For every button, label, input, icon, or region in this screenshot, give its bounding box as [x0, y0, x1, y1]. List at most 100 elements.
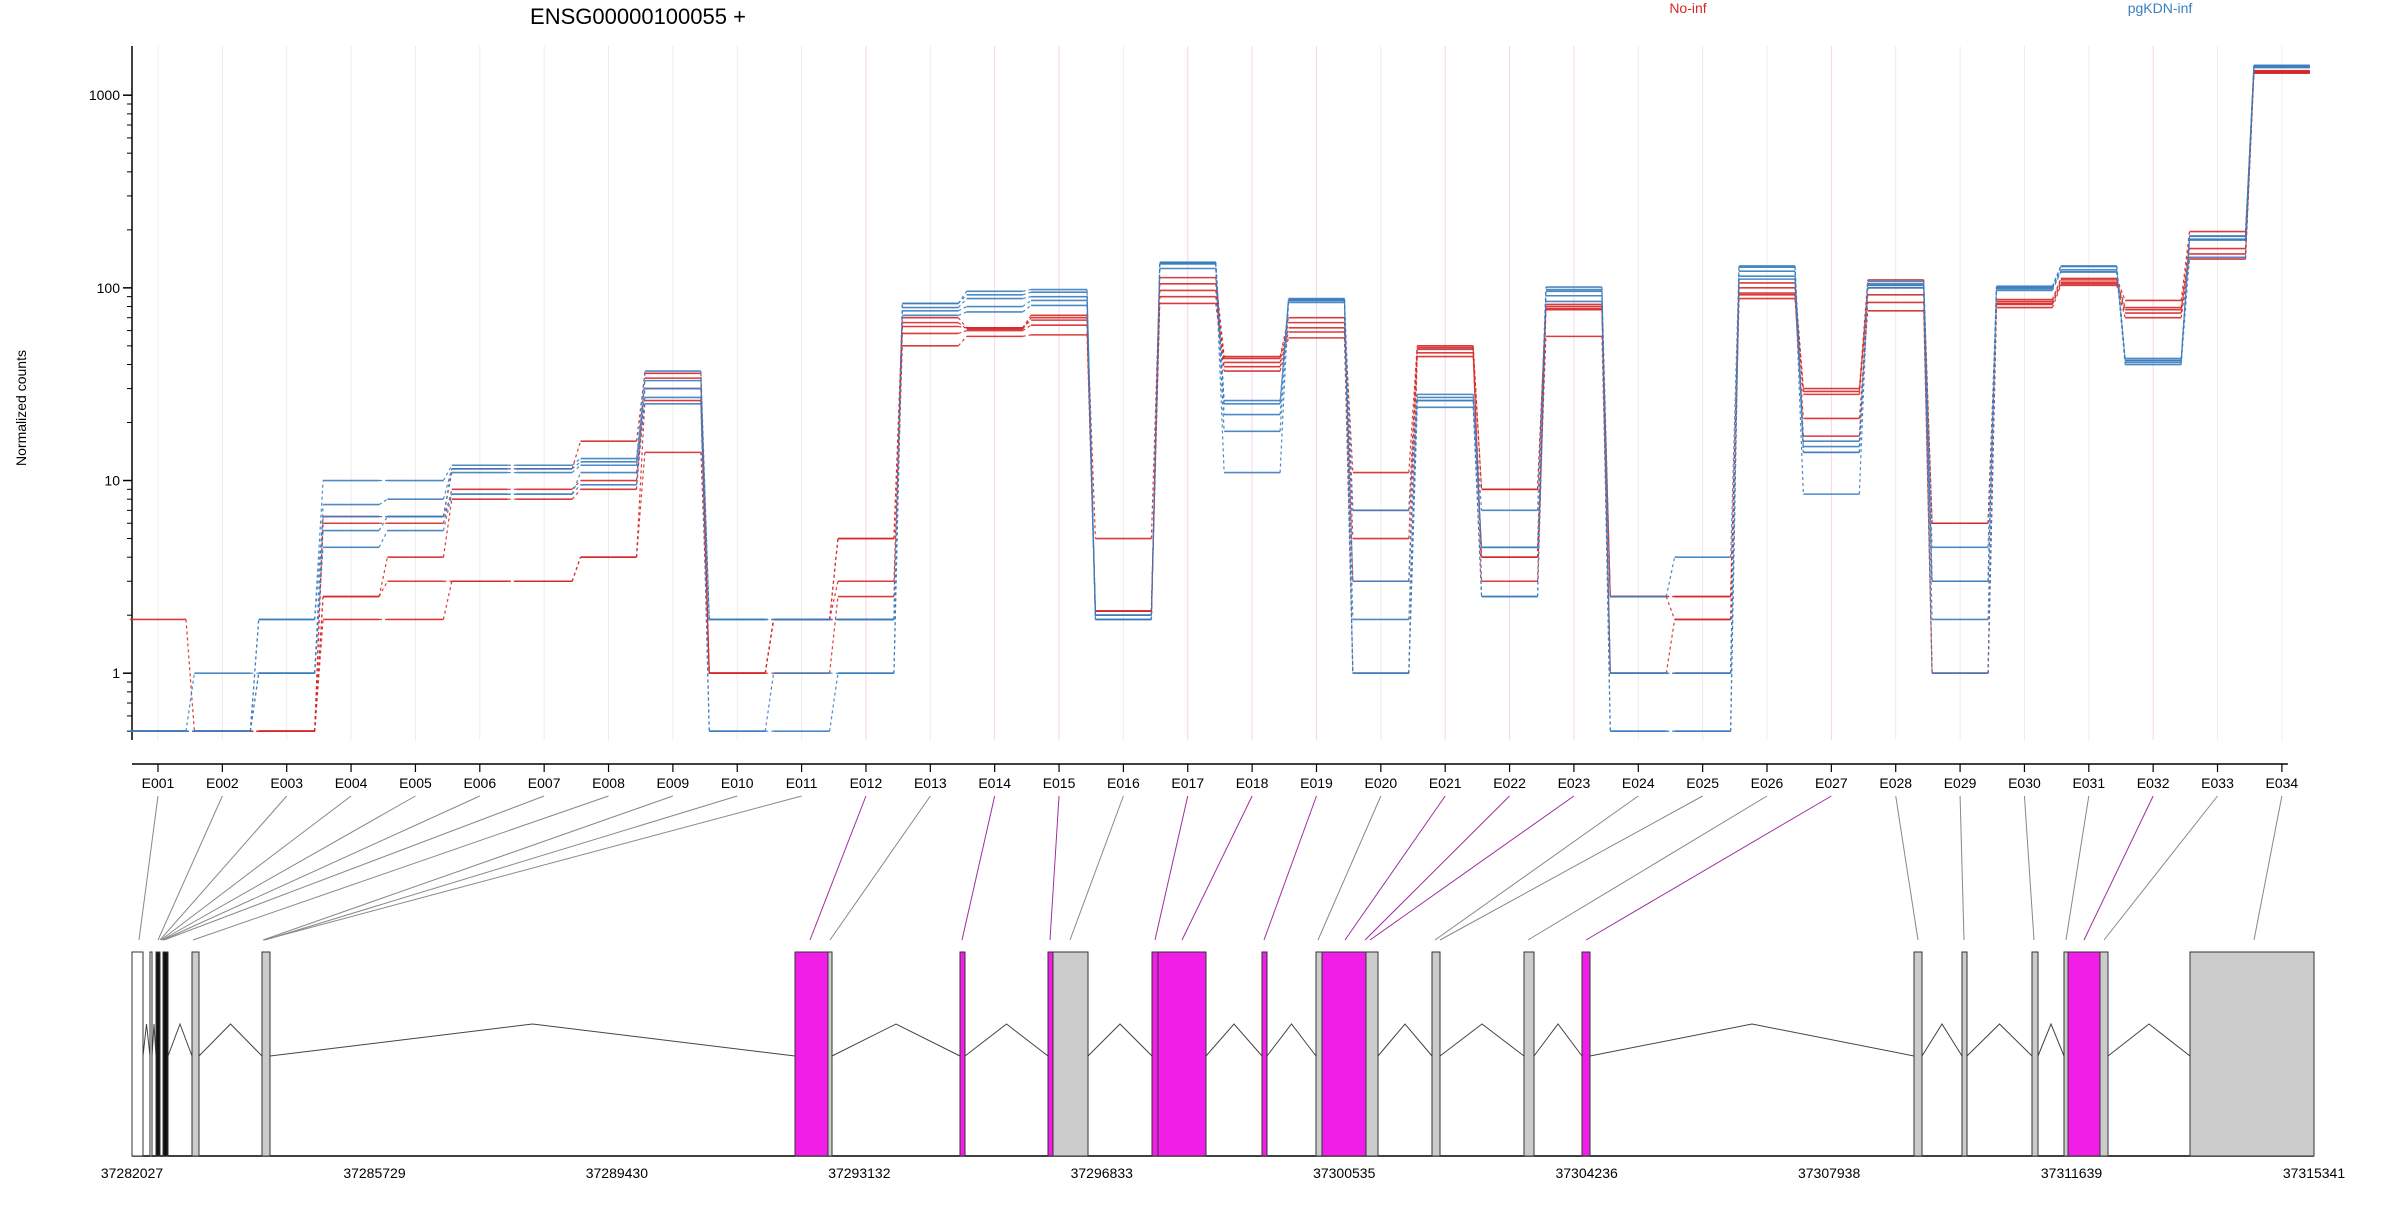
series-connector: [764, 673, 775, 732]
series-connector: [1730, 265, 1740, 558]
exon-connector-e020: [1317, 795, 1382, 941]
exon-connector-e009: [262, 795, 674, 941]
gene-model: 37282027 37285729 37289430 37293132 37296833…: [101, 951, 2346, 1181]
series-connector: [1408, 349, 1418, 539]
series-connector: [1665, 557, 1676, 597]
exon-connector-e011: [263, 795, 802, 941]
series-connector: [957, 317, 968, 329]
exon-connector-e008: [192, 795, 609, 941]
x-tick-label-e023: E023: [1558, 775, 1591, 791]
series-connector: [185, 673, 195, 732]
series-connector: [2116, 282, 2126, 310]
exon-block: [1261, 951, 1268, 1157]
series-connector: [1343, 302, 1354, 674]
x-tick-label-e032: E032: [2137, 775, 2170, 791]
series-connector: [314, 504, 324, 674]
x-tick-label-e013: E013: [914, 775, 947, 791]
series-connector: [1022, 291, 1032, 296]
series-connector: [1472, 400, 1483, 548]
series-connector: [1343, 337, 1354, 674]
series-connector: [1536, 289, 1547, 548]
exon-block: [1365, 951, 1379, 1157]
exon-block: [162, 951, 169, 1157]
series-connector: [2180, 248, 2191, 310]
series-connector: [442, 499, 453, 558]
genomic-position-label: 37315341: [2283, 1165, 2346, 1181]
series-connector: [958, 330, 967, 334]
intron-line: [1589, 1023, 1915, 1057]
series-connector: [1343, 298, 1354, 511]
exon-block: [1315, 951, 1323, 1157]
intron-line: [1921, 1023, 1963, 1057]
x-tick-label-e021: E021: [1429, 775, 1462, 791]
exon-connector-e031: [2065, 795, 2090, 941]
series-connector: [1601, 287, 1611, 597]
axes: 1 10 100 1000 E001 E002 E003 E004 E005 E006 E007 E0…: [89, 46, 2298, 791]
series-connector: [829, 673, 839, 732]
series-connector: [1923, 281, 1933, 548]
x-tick-label-e015: E015: [1043, 775, 1076, 791]
series-connector: [442, 581, 453, 620]
x-tick-label-e033: E033: [2201, 775, 2234, 791]
exon-block: [2067, 951, 2101, 1157]
series-connector: [1022, 334, 1032, 337]
exon-connector-e034: [2253, 795, 2283, 941]
series-connector: [1022, 299, 1032, 308]
series-pgkdn-inf-8: [130, 65, 2310, 732]
exon-connector-e017: [1154, 795, 1189, 941]
series-connector: [1343, 299, 1354, 582]
series-connector: [249, 619, 260, 732]
series-connector: [1150, 263, 1161, 620]
series-connector: [1794, 265, 1804, 442]
x-tick-label-e011: E011: [786, 775, 818, 791]
series-connector: [700, 380, 710, 620]
exon-connector-e025: [1439, 795, 1703, 941]
exon-block: [1157, 951, 1207, 1157]
x-tick-label-e010: E010: [721, 775, 754, 791]
series-connector: [1279, 300, 1290, 415]
series-connector: [1022, 288, 1032, 292]
series-connector: [1923, 283, 1933, 582]
series-connector: [1987, 286, 1998, 548]
x-tick-label-e012: E012: [850, 775, 883, 791]
series-connector: [635, 400, 646, 558]
exon-block: [1431, 951, 1441, 1157]
x-tick-label-e005: E005: [399, 775, 432, 791]
series-connector: [1730, 282, 1740, 597]
series-connector: [314, 480, 324, 620]
intron-line: [1439, 1023, 1525, 1057]
x-tick-label-e024: E024: [1622, 775, 1655, 791]
series-connector: [957, 290, 968, 304]
series-connector: [378, 530, 388, 548]
series-no-inf-2: [130, 71, 2310, 732]
series-pgkdn-inf-9: [130, 64, 2310, 732]
series-connector: [957, 298, 968, 308]
x-tick-label-e026: E026: [1751, 775, 1784, 791]
exon-block: [1913, 951, 1923, 1157]
exon-block: [1961, 951, 1968, 1157]
series-connector: [442, 493, 453, 517]
series-connector: [635, 388, 646, 466]
series-connector: [571, 441, 582, 469]
exon-block: [794, 951, 829, 1157]
exon-connectors: [138, 795, 2283, 941]
x-tick-label-e004: E004: [335, 775, 368, 791]
y-axis-label: Normalized counts: [13, 350, 29, 466]
series-pgkdn-inf-6: [130, 66, 2310, 732]
y-tick-label: 1: [112, 665, 120, 681]
exon-connector-e013: [829, 795, 931, 941]
series-connector: [2051, 285, 2062, 308]
series-no-inf-4: [130, 69, 2310, 732]
x-tick-label-e009: E009: [657, 775, 690, 791]
series-connector: [893, 317, 903, 539]
y-tick-label: 100: [97, 280, 121, 296]
series-connector: [1086, 289, 1096, 616]
exon-connector-e006: [162, 795, 481, 941]
series-connector: [1794, 279, 1804, 495]
exon-block: [2063, 951, 2069, 1157]
series-connector: [2116, 278, 2126, 301]
exon-connector-e022: [1364, 795, 1510, 941]
legend-no-inf: No-inf: [1669, 0, 1706, 16]
exon-block: [191, 951, 200, 1157]
